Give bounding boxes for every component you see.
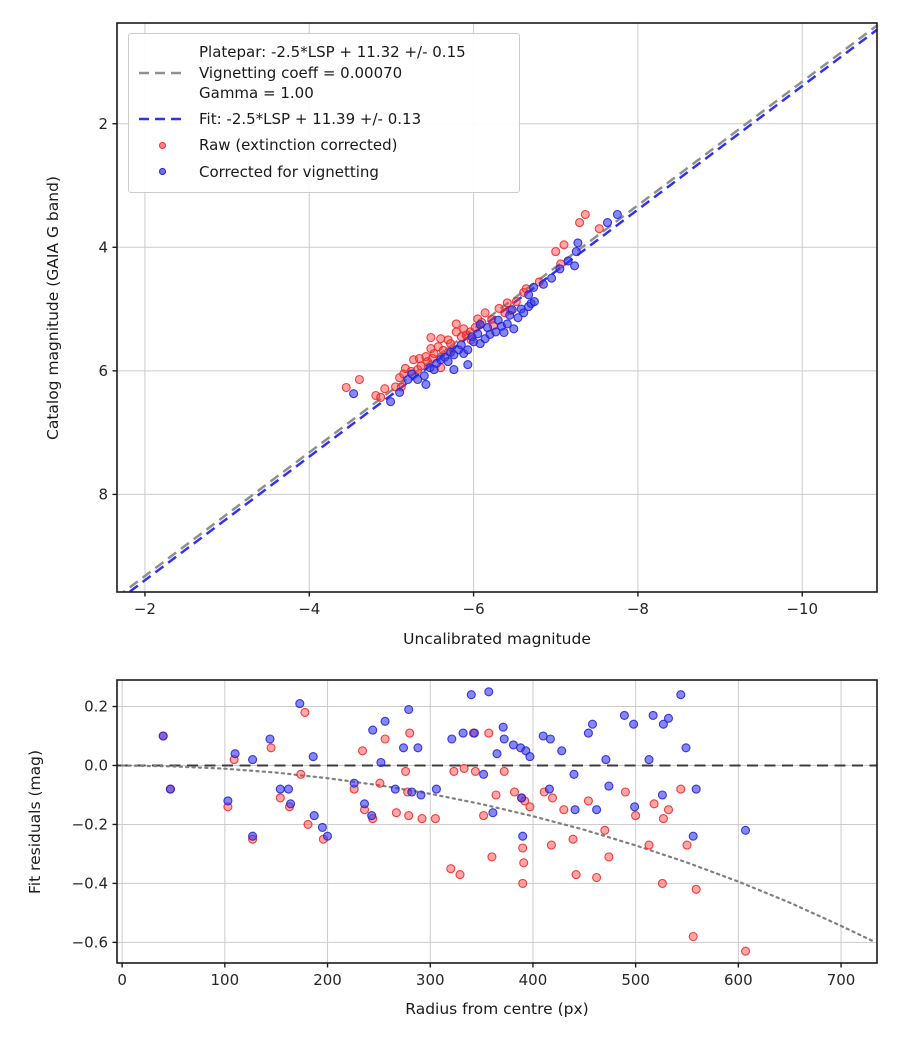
bottom-plot-xtick-label: 600 xyxy=(724,971,753,989)
bottom-plot-axes: 0 100 200 300 400 500 600 700 0.2 0.0 −0.2 −0.4 −0.6 xyxy=(72,679,878,989)
top-plot-xtick-label: −2 xyxy=(134,600,156,618)
top-corrected-scatter xyxy=(349,209,622,407)
legend-entry-raw: Raw (extinction corrected) xyxy=(139,135,509,156)
platepar-dashed-line-sample xyxy=(139,70,185,76)
legend-fit-text: Fit: -2.5*LSP + 11.39 +/- 0.13 xyxy=(199,109,422,128)
top-plot-ytick-label: 4 xyxy=(98,238,108,256)
legend-corrected-text: Corrected for vignetting xyxy=(199,162,379,181)
top-plot-ytick-label: 2 xyxy=(98,115,108,133)
bottom-plot-xtick-label: 400 xyxy=(519,971,548,989)
legend: Platepar: -2.5*LSP + 11.32 +/- 0.15 Vign… xyxy=(128,33,520,193)
legend-platepar-line2: Vignetting coeff = 0.00070 xyxy=(199,63,403,82)
top-plot-xtick-label: −6 xyxy=(463,600,485,618)
bottom-xaxis-label: Radius from centre (px) xyxy=(405,1000,589,1018)
bottom-plot-xtick-label: 100 xyxy=(211,971,240,989)
legend-entry-fit: Fit: -2.5*LSP + 11.39 +/- 0.13 xyxy=(139,109,509,130)
top-plot-frame xyxy=(116,22,878,593)
top-plot-xtick-label: −4 xyxy=(298,600,320,618)
fit-dashed-line-sample xyxy=(139,116,185,122)
top-raw-scatter xyxy=(341,209,604,402)
top-plot-ytick-label: 8 xyxy=(98,486,108,504)
platepar-line xyxy=(121,24,877,592)
top-plot-xtick-label: −10 xyxy=(786,600,818,618)
legend-platepar-line1: Platepar: -2.5*LSP + 11.32 +/- 0.15 xyxy=(199,43,466,61)
legend-entry-corrected: Corrected for vignetting xyxy=(139,162,509,183)
top-plot-content xyxy=(121,24,877,592)
top-xaxis-label: Uncalibrated magnitude xyxy=(403,630,591,648)
bottom-plot-ytick-label: 0.0 xyxy=(84,757,108,775)
bottom-plot-frame xyxy=(116,679,878,964)
bottom-raw-scatter xyxy=(158,707,751,956)
bottom-plot-ytick-label: −0.4 xyxy=(72,875,108,893)
bottom-plot-ytick-label: −0.2 xyxy=(72,816,108,834)
raw-marker-sample xyxy=(139,141,185,149)
top-yaxis-label: Catalog magnitude (GAIA G band) xyxy=(44,176,62,440)
top-plot-xtick-label: −8 xyxy=(627,600,649,618)
legend-entry-platepar: Platepar: -2.5*LSP + 11.32 +/- 0.15 Vign… xyxy=(139,42,509,104)
top-plot-ytick-label: 6 xyxy=(98,362,108,380)
bottom-plot-xtick-label: 700 xyxy=(827,971,856,989)
bottom-plot-xtick-label: 0 xyxy=(117,971,127,989)
legend-platepar-line3: Gamma = 1.00 xyxy=(199,84,314,102)
bottom-corrected-scatter xyxy=(158,687,751,841)
bottom-plot-xtick-label: 500 xyxy=(621,971,650,989)
bottom-plot-ytick-label: −0.6 xyxy=(72,934,108,952)
bottom-yaxis-label: Fit residuals (mag) xyxy=(26,749,44,895)
legend-raw-text: Raw (extinction corrected) xyxy=(199,136,398,154)
bottom-plot-xtick-label: 300 xyxy=(416,971,445,989)
bottom-plot-ytick-label: 0.2 xyxy=(84,698,108,716)
legend-platepar-text: Platepar: -2.5*LSP + 11.32 +/- 0.15 Vign… xyxy=(199,42,466,104)
bottom-plot-xtick-label: 200 xyxy=(313,971,342,989)
vignetting-model-curve xyxy=(120,764,874,942)
fit-line xyxy=(127,28,877,592)
corrected-marker-sample xyxy=(139,168,185,176)
